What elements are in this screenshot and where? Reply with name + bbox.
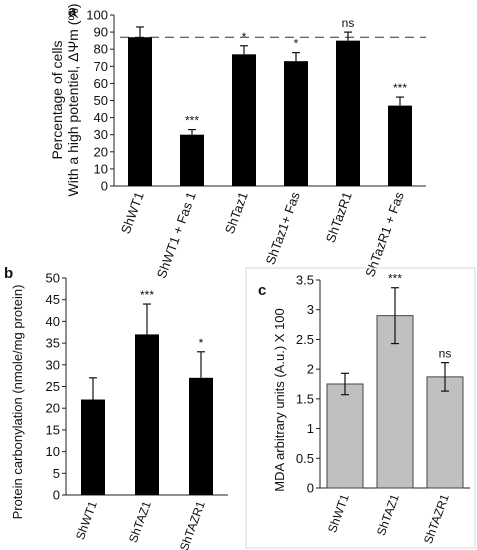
panel-c-label: c: [258, 282, 266, 299]
panel-c-bar: [376, 315, 414, 489]
panel-a-y-tick-label: 20: [94, 144, 108, 159]
panel-a-category-label: ShTaz1: [222, 190, 251, 236]
panel-b-y-tick-label: 40: [46, 314, 60, 329]
panel-a-category-label: ShTazR1: [323, 190, 355, 245]
panel-b-y-tick-label: 20: [46, 401, 60, 416]
panel-c-significance-label: ***: [388, 272, 402, 286]
panel-c-y-tick-label: 2.5: [296, 332, 314, 347]
panel-a-plot-area: 0 10 20 30 40 50 60 70 80 90 100 ShWT1 *** ShWT1 + Fa…: [86, 8, 426, 280]
panel-c-plot-area: 0 0.5 1 1.5 2 2.5 3 3.5 ShWT1 *** ShTAZ1 ns ShTAZR1: [296, 272, 470, 546]
panel-c-y-tick-label: 0: [307, 481, 314, 496]
panel-c-y-tick-label: 3: [307, 302, 314, 317]
panel-a-bar: [388, 105, 412, 186]
panel-a-significance-label: ns: [342, 16, 355, 30]
panel-b-y-tick-label: 45: [46, 292, 60, 307]
panel-c-y-tick-label: 1.5: [296, 391, 314, 406]
panel-c-frame: [245, 267, 476, 549]
panel-c-y-tick-label: 2: [307, 362, 314, 377]
panel-c-y-tick-label: 1: [307, 421, 314, 436]
panel-c-significance-label: ns: [439, 347, 452, 361]
panel-b-y-tick-label: 15: [46, 422, 60, 437]
panel-b-plot-area: 0 5 10 15 20 25 30 35 40 45 50 ShWT1 *** ShTAZ1 * ShTAZ…: [46, 271, 228, 550]
panel-a-y-tick-label: 50: [94, 93, 108, 108]
panel-c-category-label: ShTAZR1: [421, 492, 452, 546]
chart-panel-c: c MDA arbitrary units (A.u.) X 100 0 0.5 1…: [245, 267, 476, 549]
panel-b-bar: [81, 399, 105, 495]
panel-b-bar: [189, 377, 213, 495]
panel-a-bar: [232, 54, 256, 186]
panel-a-y-tick-label: 40: [94, 110, 108, 125]
panel-a-bar: [284, 61, 308, 186]
panel-a-y-tick-label: 10: [94, 161, 108, 176]
panel-c-category-label: ShWT1: [325, 492, 352, 535]
panel-b-significance-label: *: [199, 336, 204, 350]
panel-a-y-tick-label: 60: [94, 76, 108, 91]
panel-b-y-tick-label: 0: [53, 488, 60, 503]
panel-b-y-tick-label: 50: [46, 271, 60, 286]
panel-a-bar: [180, 134, 204, 186]
panel-a-category-label: ShTaz1+ Fas: [263, 189, 303, 266]
panel-a-y-tick-label: 0: [101, 179, 108, 194]
panel-b-significance-label: ***: [140, 288, 154, 302]
panel-b-y-tick-label: 10: [46, 444, 60, 459]
panel-a-y-tick-label: 70: [94, 59, 108, 74]
panel-a-category-label: ShWT1 + Fas 1: [154, 190, 199, 280]
panel-a-category-label: ShTazR1 + Fas: [362, 189, 407, 278]
panel-b-y-tick-label: 30: [46, 357, 60, 372]
panel-b-y-tick-label: 5: [53, 466, 60, 481]
panel-c-category-label: ShTAZ1: [374, 492, 402, 538]
panel-a-ylabel-line-1: Percentage of cells: [49, 40, 65, 159]
panel-b-category-label: ShTAZ1: [126, 499, 154, 545]
panel-b-category-label: ShTAZR1: [177, 499, 208, 550]
panel-b-category-label: ShWT1: [73, 499, 100, 542]
panel-a-significance-label: ***: [185, 114, 199, 128]
panel-a-y-tick-label: 100: [86, 8, 108, 23]
panel-a-bar: [336, 40, 360, 187]
panel-b-y-tick-label: 25: [46, 379, 60, 394]
chart-panel-b: b Protein carbonylation (nmole/mg protei…: [4, 265, 228, 550]
panel-a-significance-label: *: [242, 30, 247, 44]
panel-b-bar: [135, 334, 159, 495]
panel-a-y-tick-label: 30: [94, 127, 108, 142]
panel-c-y-tick-label: 0.5: [296, 451, 314, 466]
panel-a-significance-label: *: [294, 37, 299, 51]
panel-c-bar: [426, 376, 464, 489]
panel-b-ylabel: Protein carbonylation (nmole/mg protein): [10, 285, 25, 520]
panel-a-bar: [128, 37, 152, 187]
panel-a-y-tick-label: 80: [94, 42, 108, 57]
panel-a-ylabel-line-2: With a high potentiel, ΔΨm (%): [65, 3, 81, 196]
panel-b-label: b: [4, 265, 13, 282]
panel-b-y-tick-label: 35: [46, 336, 60, 351]
panel-a-significance-label: ***: [393, 81, 407, 95]
chart-panel-a: a Percentage of cells With a high potent…: [49, 3, 426, 280]
panel-c-ylabel: MDA arbitrary units (A.u.) X 100: [272, 308, 287, 492]
panel-c-y-tick-label: 3.5: [296, 273, 314, 288]
panel-a-category-label: ShWT1: [118, 190, 147, 236]
panel-c-bar: [326, 383, 364, 489]
panel-a-y-tick-label: 90: [94, 25, 108, 40]
panel-a-label: a: [68, 3, 77, 20]
